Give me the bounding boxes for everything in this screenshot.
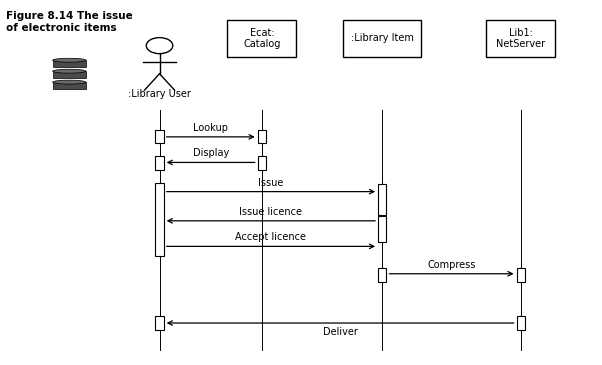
Bar — [258, 130, 266, 143]
Bar — [517, 268, 525, 282]
Bar — [228, 20, 297, 57]
Bar — [486, 20, 556, 57]
Text: Ecat:
Catalog: Ecat: Catalog — [243, 27, 281, 49]
Text: Deliver: Deliver — [323, 327, 358, 337]
Text: :Library User: :Library User — [128, 89, 191, 99]
Ellipse shape — [53, 80, 85, 84]
Text: Figure 8.14 The issue
of electronic items: Figure 8.14 The issue of electronic item… — [6, 11, 133, 32]
Ellipse shape — [53, 58, 85, 62]
Ellipse shape — [53, 69, 85, 73]
Bar — [155, 156, 164, 170]
Text: Lookup: Lookup — [193, 123, 228, 133]
Bar — [517, 316, 525, 330]
Bar — [155, 316, 164, 330]
Bar — [378, 184, 386, 215]
Text: Display: Display — [193, 149, 229, 158]
Text: Accept licence: Accept licence — [235, 233, 306, 242]
FancyBboxPatch shape — [53, 82, 86, 89]
Bar — [155, 182, 164, 256]
Bar — [258, 156, 266, 170]
Text: Compress: Compress — [427, 260, 476, 270]
Text: Issue licence: Issue licence — [240, 207, 302, 217]
Text: :Library Item: :Library Item — [351, 33, 414, 43]
Bar — [155, 130, 164, 143]
Text: Issue: Issue — [258, 178, 284, 188]
Bar — [343, 20, 421, 57]
FancyBboxPatch shape — [53, 60, 86, 67]
Text: Lib1:
NetServer: Lib1: NetServer — [496, 27, 545, 49]
FancyBboxPatch shape — [53, 71, 86, 78]
Bar — [378, 268, 386, 282]
Bar — [378, 216, 386, 242]
